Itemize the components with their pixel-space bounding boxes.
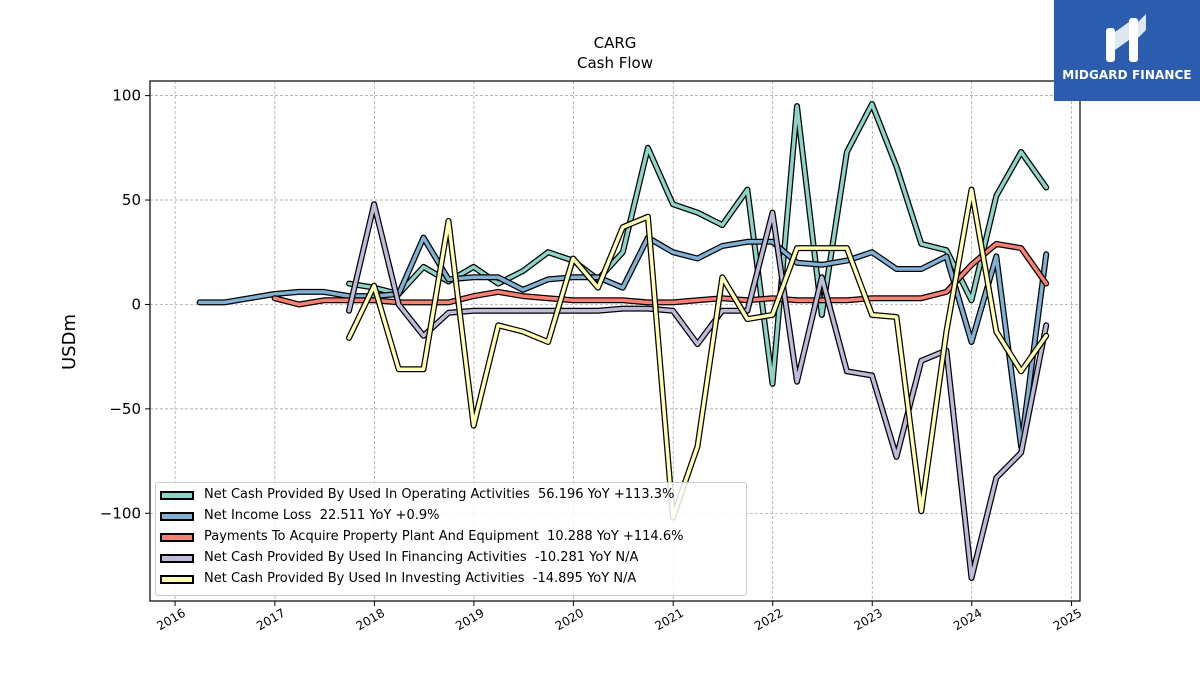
brand-name: MIDGARD FINANCE xyxy=(1062,68,1192,82)
series-line-net-cash-provided-by-used-in-financing-activities xyxy=(347,202,1048,580)
series-lines xyxy=(196,101,1050,581)
y-axis-ticks: 100 50 0 −50 −100 xyxy=(100,87,150,522)
plot-frame xyxy=(149,80,1081,602)
legend-entry-net-income-loss: Net Income Loss 22.511 YoY +0.9% xyxy=(156,507,746,527)
y-tick-label: 0 xyxy=(131,295,141,313)
y-tick-label: −50 xyxy=(109,400,141,418)
x-tick-label: 2018 xyxy=(354,606,387,633)
y-tick-label: 50 xyxy=(122,191,141,209)
legend-entry-operating-activities: Net Cash Provided By Used In Operating A… xyxy=(156,486,746,506)
series-line-net-income-loss xyxy=(197,235,1048,449)
x-tick-label: 2025 xyxy=(1051,606,1084,633)
legend-label: Net Income Loss 22.511 YoY +0.9% xyxy=(204,508,440,523)
x-tick-label: 2016 xyxy=(154,606,187,633)
legend-label: Payments To Acquire Property Plant And E… xyxy=(204,529,684,544)
x-tick-label: 2017 xyxy=(254,606,287,633)
x-axis-ticks: 2016 2017 2018 2019 2020 2021 2022 2023 2024 2025 xyxy=(154,601,1084,633)
legend-label: Net Cash Provided By Used In Operating A… xyxy=(204,487,675,502)
legend-entry-ppe-payments: Payments To Acquire Property Plant And E… xyxy=(156,528,746,548)
y-tick-label: −100 xyxy=(100,504,141,522)
x-tick-label: 2023 xyxy=(852,606,885,633)
x-tick-label: 2021 xyxy=(652,606,685,633)
legend-swatch xyxy=(160,491,194,500)
legend-swatch xyxy=(160,575,194,584)
y-axis-label: USDm xyxy=(59,314,80,370)
legend-swatch xyxy=(160,533,194,542)
x-tick-label: 2020 xyxy=(553,606,586,633)
legend-entry-financing-activities: Net Cash Provided By Used In Financing A… xyxy=(156,549,746,569)
x-tick-label: 2019 xyxy=(453,606,486,633)
chart-legend: Net Cash Provided By Used In Operating A… xyxy=(155,482,747,596)
midgard-logo-icon xyxy=(1106,14,1146,62)
series-line-net-cash-provided-by-used-in-operating-activities xyxy=(347,102,1048,386)
chart-subtitle: Cash Flow xyxy=(577,54,653,72)
chart-title: CARG xyxy=(594,34,637,52)
legend-entry-investing-activities: Net Cash Provided By Used In Investing A… xyxy=(156,570,746,590)
legend-label: Net Cash Provided By Used In Investing A… xyxy=(204,571,637,586)
legend-label: Net Cash Provided By Used In Financing A… xyxy=(204,550,639,565)
x-tick-label: 2024 xyxy=(951,606,984,633)
y-tick-label: 100 xyxy=(112,87,141,105)
series-line-net-cash-provided-by-used-in-investing-activities xyxy=(347,187,1048,520)
x-tick-label: 2022 xyxy=(752,606,785,633)
brand-logo: MIDGARD FINANCE xyxy=(1054,0,1200,101)
series-line-payments-to-acquire-property-plant-and-equipment xyxy=(272,242,1048,307)
legend-swatch xyxy=(160,554,194,563)
legend-swatch xyxy=(160,512,194,521)
